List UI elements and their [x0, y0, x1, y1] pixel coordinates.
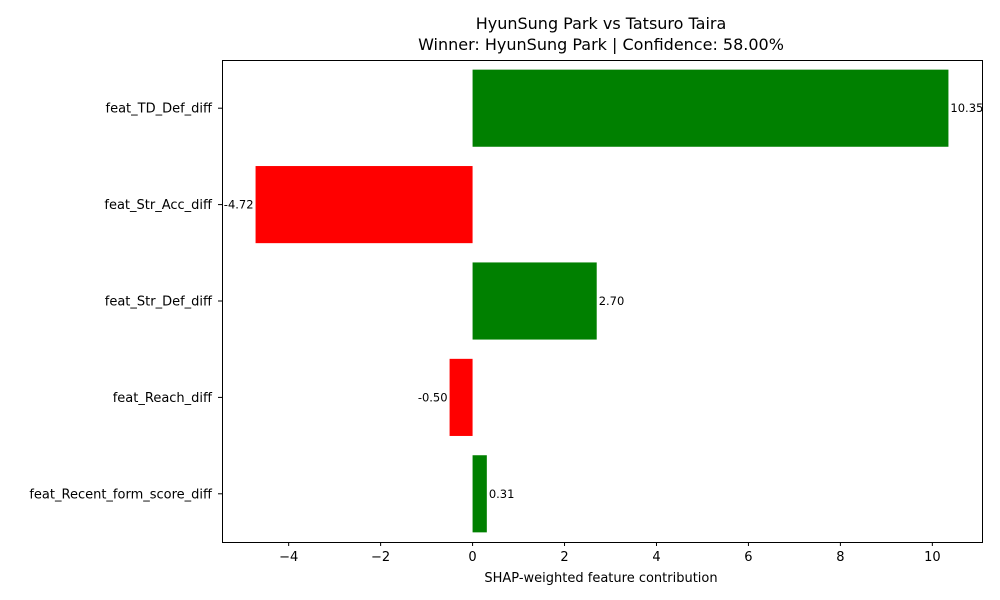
x-tick-label: 4	[652, 550, 660, 565]
x-tick-label: 8	[836, 550, 844, 565]
bar-feat_Str_Def_diff	[472, 262, 597, 340]
y-tick-label: feat_Str_Def_diff	[105, 295, 213, 310]
chart-subtitle: Winner: HyunSung Park | Confidence: 58.0…	[418, 35, 784, 54]
bar-feat_Reach_diff	[449, 358, 473, 436]
x-tick-label: 6	[744, 550, 752, 565]
value-label: 0.31	[489, 487, 515, 501]
x-tick-label: 0	[468, 550, 476, 565]
x-axis-ticks: −4 −2 0 2 4 6 8 10	[279, 542, 941, 565]
y-tick-label: feat_Reach_diff	[113, 391, 213, 406]
y-axis-ticks: feat_TD_Def_diff feat_Str_Acc_diff feat_St…	[29, 102, 222, 502]
x-tick-label: −4	[279, 550, 298, 565]
bars-group	[255, 69, 949, 533]
value-labels-group: 10.35 -4.72 2.70 -0.50 0.31	[224, 101, 984, 501]
plot-frame	[222, 60, 983, 543]
bar-feat_Recent_form_score_diff	[472, 455, 487, 533]
bar-feat_Str_Acc_diff	[255, 166, 473, 244]
x-tick-label: −2	[371, 550, 390, 565]
value-label: -4.72	[224, 198, 254, 212]
value-label: 10.35	[950, 101, 983, 115]
value-label: -0.50	[418, 390, 448, 404]
y-tick-label: feat_TD_Def_diff	[106, 102, 214, 117]
y-tick-label: feat_Str_Acc_diff	[104, 198, 213, 213]
value-label: 2.70	[599, 294, 625, 308]
x-axis-label: SHAP-weighted feature contribution	[484, 571, 717, 586]
chart-title: HyunSung Park vs Tatsuro Taira	[476, 14, 727, 33]
x-tick-label: 10	[924, 550, 941, 565]
x-tick-label: 2	[560, 550, 568, 565]
y-tick-label: feat_Recent_form_score_diff	[29, 487, 213, 502]
bar-feat_TD_Def_diff	[472, 69, 949, 147]
